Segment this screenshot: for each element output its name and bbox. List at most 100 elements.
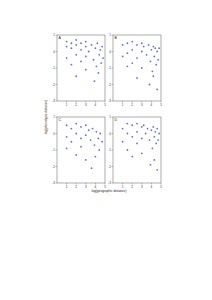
point: [156, 89, 158, 91]
point: [99, 49, 101, 51]
y-tick-label: -1: [52, 66, 55, 70]
point: [80, 146, 82, 148]
y-tick-label: 0: [109, 132, 111, 136]
x-tick-label: 2: [131, 185, 133, 189]
point: [95, 47, 97, 49]
point: [91, 167, 93, 169]
y-tick-label: -2: [52, 83, 55, 87]
point: [141, 51, 143, 53]
x-tick-label: 5: [160, 185, 162, 189]
x-tick-label: 3: [141, 185, 143, 189]
y-tick-label: -2: [108, 165, 111, 169]
frame: [113, 35, 161, 101]
point: [152, 75, 154, 77]
point: [136, 123, 138, 125]
point: [95, 156, 97, 158]
point: [141, 152, 143, 154]
x-tick-label: 4: [95, 185, 97, 189]
y-tick-label: -3: [108, 99, 111, 103]
points: [66, 39, 104, 82]
point: [85, 69, 87, 71]
point: [98, 54, 100, 56]
point: [157, 59, 159, 61]
figure: 12345-3-2-101Alog(phenotypic distance)12…: [0, 0, 212, 300]
point: [85, 124, 87, 126]
point: [131, 62, 133, 64]
y-tick: [112, 101, 114, 102]
point: [151, 49, 153, 51]
point: [85, 56, 87, 58]
y-tick-label: -3: [52, 181, 55, 185]
point: [90, 139, 92, 141]
point: [157, 139, 159, 141]
point: [154, 131, 156, 133]
point: [66, 57, 68, 59]
point: [158, 47, 160, 49]
y-tick-label: 1: [53, 33, 55, 37]
point: [66, 46, 68, 48]
point: [85, 41, 87, 43]
point: [136, 131, 138, 133]
point: [153, 56, 155, 58]
frame: [57, 35, 105, 101]
point: [136, 44, 138, 46]
y-tick-label: 0: [109, 50, 111, 54]
point: [80, 126, 82, 128]
y-tick: [112, 51, 114, 52]
point: [148, 44, 150, 46]
panel-label: D: [115, 118, 118, 122]
point: [92, 128, 94, 130]
point: [150, 61, 152, 63]
point: [66, 136, 68, 138]
point: [95, 131, 97, 133]
point: [91, 44, 93, 46]
point: [127, 149, 129, 151]
y-tick: [112, 68, 114, 69]
y-tick-label: 1: [53, 115, 55, 119]
frame: [113, 117, 161, 183]
point: [71, 47, 73, 49]
y-tick: [56, 133, 58, 134]
point: [94, 80, 96, 82]
point: [153, 136, 155, 138]
point: [85, 159, 87, 161]
point: [71, 141, 73, 143]
point: [122, 44, 124, 46]
y-tick: [56, 117, 58, 118]
point: [96, 42, 98, 44]
point: [155, 64, 157, 66]
point: [98, 149, 100, 151]
point: [66, 41, 68, 43]
y-tick: [56, 35, 58, 36]
y-tick: [56, 166, 58, 167]
point: [85, 46, 87, 48]
point: [149, 84, 151, 86]
x-tick-label: 1: [122, 185, 124, 189]
x-tick-label: 5: [160, 103, 162, 107]
point: [127, 42, 129, 44]
x-tick-label: 4: [151, 103, 153, 107]
points: [122, 123, 160, 171]
x-tick-label: 2: [75, 103, 77, 107]
point: [75, 154, 77, 156]
y-tick: [112, 183, 114, 184]
point: [127, 65, 129, 67]
point: [95, 65, 97, 67]
point: [127, 123, 129, 125]
point: [80, 61, 82, 63]
point: [145, 133, 147, 135]
y-tick: [56, 101, 58, 102]
point: [136, 77, 138, 79]
point: [131, 124, 133, 126]
y-tick-label: -1: [108, 66, 111, 70]
y-tick: [112, 133, 114, 134]
x-tick-label: 5: [104, 185, 106, 189]
point: [102, 57, 104, 59]
point: [155, 143, 157, 145]
point: [151, 147, 153, 149]
point: [101, 141, 103, 143]
point: [71, 64, 73, 66]
x-tick-label: 3: [85, 103, 87, 107]
panel-label: A: [59, 36, 62, 40]
point: [141, 42, 143, 44]
